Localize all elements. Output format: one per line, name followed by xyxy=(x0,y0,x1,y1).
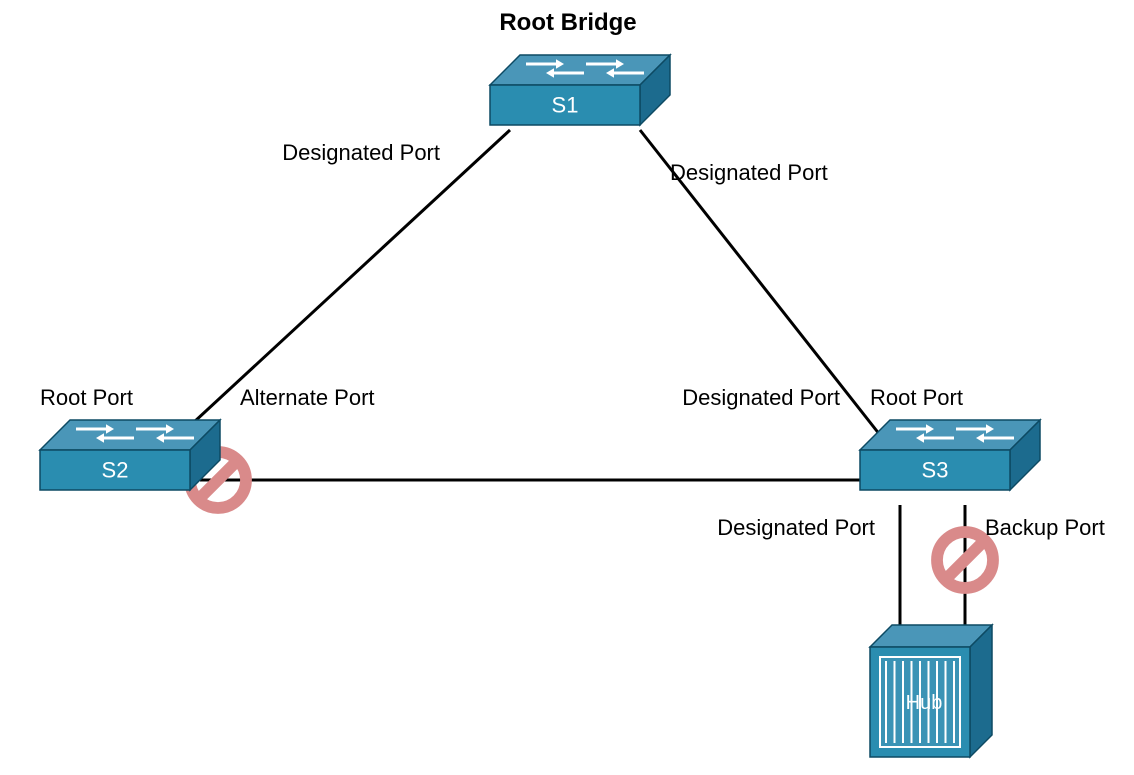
switch-S2: S2 xyxy=(40,420,220,490)
stp-topology-diagram: S1 S2 S3 Hub Root Bridge Designated Port Desig… xyxy=(0,0,1134,775)
port-label: Designated Port xyxy=(670,160,828,185)
switch-label: S1 xyxy=(552,93,579,118)
port-label: Designated Port xyxy=(682,385,840,410)
port-label: Designated Port xyxy=(282,140,440,165)
hub-Hub: Hub xyxy=(870,625,992,757)
switch-S1: S1 xyxy=(490,55,670,125)
switch-label: S2 xyxy=(102,458,129,483)
port-label: Designated Port xyxy=(717,515,875,540)
switch-S3: S3 xyxy=(860,420,1040,490)
diagram-title: Root Bridge xyxy=(499,9,636,36)
port-label: Backup Port xyxy=(985,515,1105,540)
port-label: Root Port xyxy=(870,385,963,410)
port-label: Alternate Port xyxy=(240,385,375,410)
switch-label: S3 xyxy=(922,458,949,483)
port-label: Root Port xyxy=(40,385,133,410)
hub-label: Hub xyxy=(906,692,943,714)
